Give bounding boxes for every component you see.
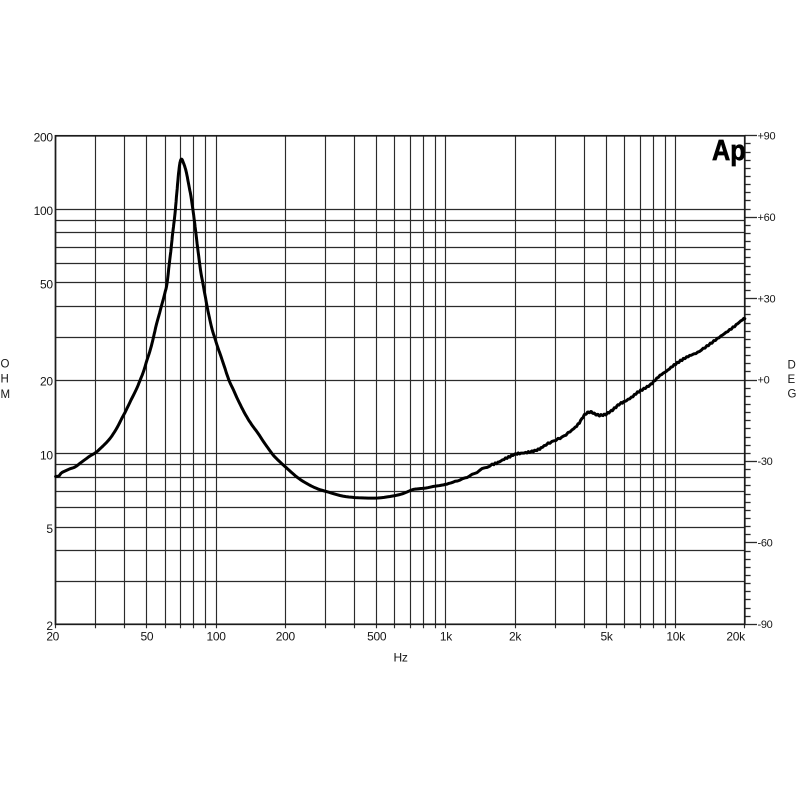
svg-text:10: 10 — [40, 448, 53, 462]
svg-text:2k: 2k — [509, 630, 522, 644]
svg-text:Hz: Hz — [393, 651, 407, 665]
svg-text:O: O — [1, 359, 10, 371]
svg-text:+30: +30 — [758, 293, 776, 305]
svg-text:50: 50 — [40, 278, 53, 292]
svg-text:+0: +0 — [758, 375, 770, 387]
svg-text:200: 200 — [34, 131, 54, 145]
svg-text:10k: 10k — [666, 630, 686, 644]
svg-text:Ap: Ap — [712, 133, 746, 166]
svg-text:M: M — [1, 389, 10, 401]
svg-text:200: 200 — [276, 630, 296, 644]
svg-text:500: 500 — [367, 630, 387, 644]
svg-text:+60: +60 — [758, 212, 776, 224]
svg-text:-90: -90 — [758, 619, 773, 631]
svg-text:G: G — [788, 389, 797, 401]
svg-text:5: 5 — [46, 522, 53, 536]
svg-text:E: E — [788, 374, 796, 386]
svg-text:50: 50 — [141, 630, 154, 644]
svg-text:100: 100 — [207, 630, 227, 644]
svg-text:1k: 1k — [440, 630, 453, 644]
svg-text:20: 20 — [46, 630, 59, 644]
svg-text:100: 100 — [34, 204, 54, 218]
svg-text:20k: 20k — [726, 630, 746, 644]
svg-text:20: 20 — [40, 375, 53, 389]
svg-text:D: D — [788, 359, 796, 371]
svg-text:2: 2 — [46, 619, 53, 633]
svg-text:5k: 5k — [600, 630, 613, 644]
svg-text:H: H — [1, 374, 9, 386]
svg-text:+90: +90 — [758, 131, 776, 143]
svg-text:-30: -30 — [758, 456, 773, 468]
svg-text:-60: -60 — [758, 538, 773, 550]
